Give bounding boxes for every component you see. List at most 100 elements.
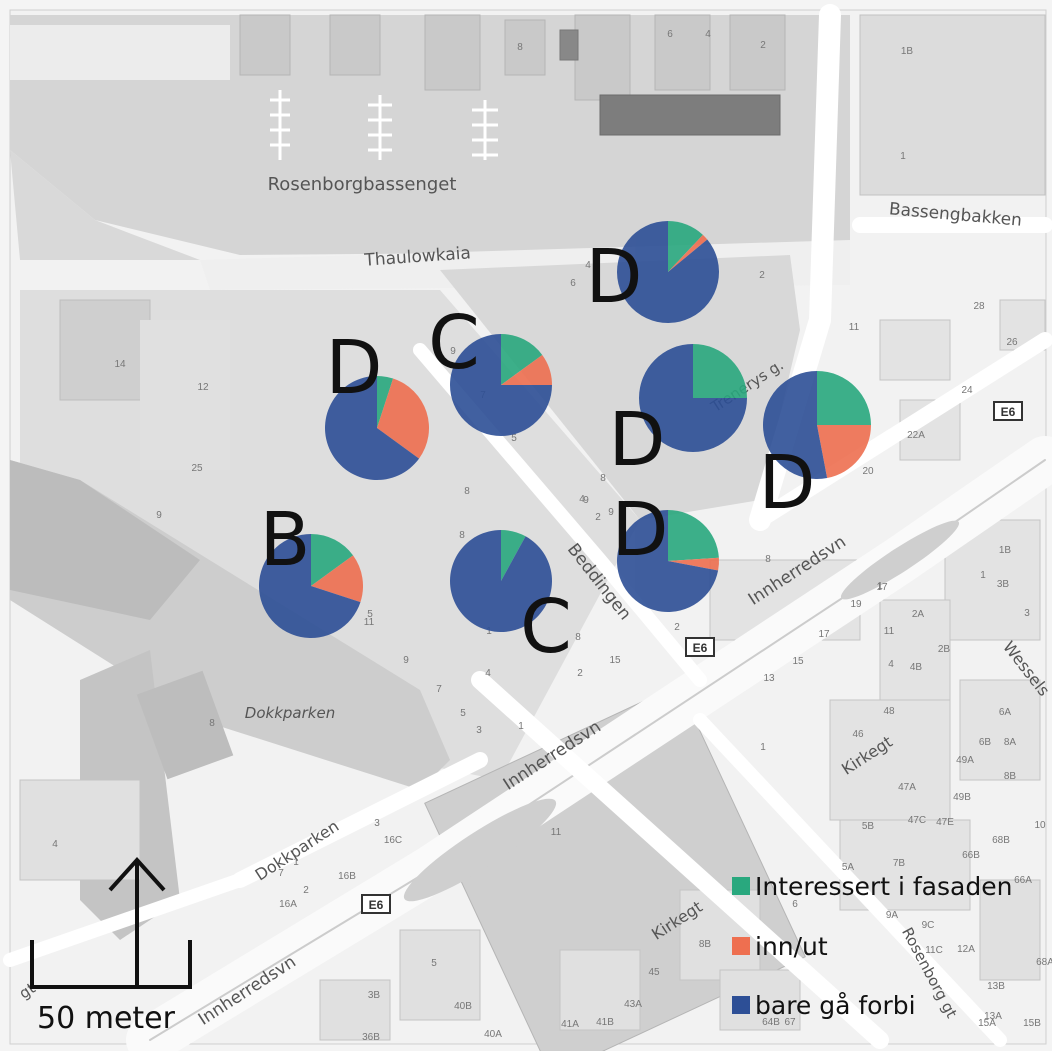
zone-label-d-middle: D (609, 397, 666, 483)
house-number: 3 (476, 725, 482, 736)
house-number: 5 (431, 958, 437, 969)
house-number: 7 (436, 684, 442, 695)
house-number: 16C (384, 835, 402, 846)
basin-edge (10, 150, 200, 260)
house-number: 3B (997, 579, 1010, 590)
pie-slice-inn-ut (817, 425, 871, 479)
pie-b (259, 534, 363, 639)
house-number: 4 (585, 260, 591, 271)
pie-d-middle (639, 344, 747, 452)
house-number: 8 (517, 42, 523, 53)
north-buildings (239, 14, 786, 136)
house-number: 8A (1004, 737, 1017, 748)
e6-shield-label: E6 (693, 641, 708, 655)
house-number: 2 (760, 40, 766, 51)
house-number: 2 (595, 512, 601, 523)
house-number: 47A (898, 782, 916, 793)
house-number: 5 (367, 609, 373, 620)
house-number: 8B (1004, 771, 1017, 782)
zone-labels: D C D D D D B C (260, 234, 816, 670)
house-number: 9 (450, 346, 456, 357)
house-number: 4 (52, 839, 58, 850)
house-number: 5B (862, 821, 875, 832)
house-number: 1 (486, 626, 492, 637)
block-14 (59, 299, 151, 401)
house-number: 2B (938, 644, 951, 655)
legend-label-interessert: Interessert i fasaden (755, 872, 1012, 901)
house-number: 9 (403, 655, 409, 666)
house-number: 12A (957, 944, 975, 955)
e6-shield-label: E6 (1001, 405, 1016, 419)
house-number: 12 (197, 382, 209, 393)
pie-slice-interessert-i-fasaden (377, 376, 394, 428)
house-number: 9 (156, 510, 162, 521)
pie-d-lower (617, 510, 720, 612)
house-number: 40A (484, 1029, 502, 1040)
block-12 (140, 320, 230, 470)
pie-slice-bare-g-forbi (450, 530, 553, 633)
house-number: 17 (876, 582, 888, 593)
boat-piers (270, 90, 498, 160)
zone-label-c-lower: C (520, 584, 572, 670)
pie-slice-interessert-i-fasaden (668, 221, 703, 272)
house-number: 25 (191, 463, 203, 474)
north-arrow (108, 857, 166, 985)
pie-slice-bare-g-forbi (763, 371, 828, 479)
pie-slice-interessert-i-fasaden (501, 530, 526, 581)
house-number: 49A (956, 755, 974, 766)
pie-slice-bare-g-forbi (325, 376, 420, 480)
zone-label-d-right: D (759, 440, 816, 526)
house-number: 1 (518, 721, 524, 732)
scale-bar-label: 50 meter (37, 1001, 176, 1036)
pie-c-lower (450, 530, 553, 633)
house-number: 9 (608, 507, 614, 518)
house-number: 26 (1006, 337, 1018, 348)
house-number: 66B (962, 850, 980, 861)
house-number: 4 (705, 29, 711, 40)
house-number: 11 (551, 827, 562, 838)
house-number: 11 (364, 617, 375, 628)
pie-charts (259, 221, 871, 639)
pie-slice-bare-g-forbi (639, 344, 747, 452)
house-number: 5A (842, 862, 855, 873)
house-number: 16B (338, 871, 356, 882)
house-number: 8 (765, 554, 771, 565)
legend-swatch-bare-ga-forbi (732, 996, 750, 1014)
house-number: 45 (648, 967, 660, 978)
house-number: 3B (368, 990, 381, 1001)
legend: Interessert i fasaden inn/ut bare gå for… (732, 872, 1012, 1020)
legend-swatch-inn-ut (732, 937, 750, 955)
house-number: 6 (570, 278, 576, 289)
house-number: 8 (575, 632, 581, 643)
house-number: 49B (953, 792, 971, 803)
pie-slice-inn-ut (501, 355, 552, 385)
pie-d-top (617, 221, 720, 323)
house-number: 15B (1023, 1018, 1041, 1029)
house-number: 6A (999, 707, 1012, 718)
pie-slice-inn-ut (377, 378, 429, 459)
block-4-west (136, 670, 234, 780)
house-number: 41A (561, 1019, 579, 1030)
zone-label-d-top: D (586, 234, 643, 320)
pie-slice-inn-ut (668, 234, 708, 272)
house-number: 13B (987, 981, 1005, 992)
legend-label-inn-ut: inn/ut (755, 932, 828, 961)
house-number: 4 (485, 668, 491, 679)
pie-d-right (763, 371, 871, 479)
house-number: 9C (922, 920, 935, 931)
pie-c-upper (450, 334, 552, 436)
house-number: 64B (762, 1017, 780, 1028)
house-number: 41B (596, 1017, 614, 1028)
house-number: 47E (936, 817, 954, 828)
house-number: 2 (759, 270, 765, 281)
road-median (403, 798, 557, 902)
house-number: 1 (877, 581, 883, 592)
house-number: 1 (293, 857, 299, 868)
house-number: 8 (209, 718, 215, 729)
house-number: 1B (999, 545, 1012, 556)
house-number: 11C (925, 945, 943, 956)
e6-shield-middle: E6 (685, 637, 715, 657)
legend-label-bare-ga-forbi: bare gå forbi (755, 991, 916, 1020)
house-number: 8B (699, 939, 712, 950)
